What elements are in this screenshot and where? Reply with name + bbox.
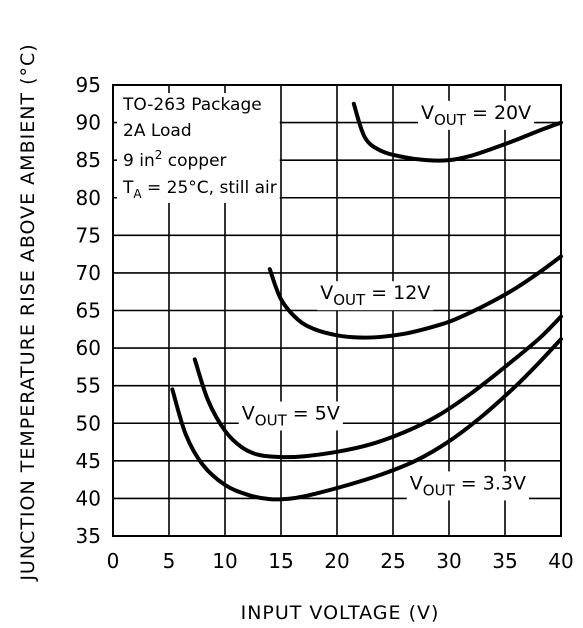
curve-label-background — [238, 401, 343, 431]
copper-prefix: 9 in — [123, 151, 155, 171]
label-sub: OUT — [434, 111, 467, 129]
x-tick-label: 10 — [212, 549, 237, 573]
series-line-3 — [170, 337, 563, 502]
condition-copper: 9 in2 copper — [123, 148, 227, 171]
plot-border — [112, 84, 562, 537]
x-tick-label: 40 — [548, 549, 573, 573]
copper-sup: 2 — [155, 148, 163, 162]
label-sub: OUT — [255, 411, 288, 429]
x-tick-label: 20 — [324, 549, 349, 573]
ambient-suffix: = 25°C, still air — [142, 178, 277, 198]
condition-ambient: TA = 25°C, still air — [122, 178, 277, 201]
curve-label-background — [406, 471, 529, 501]
x-tick-label: 0 — [107, 549, 120, 573]
conditions-box: TO-263 Package 2A Load 9 in2 copper TA =… — [117, 93, 280, 203]
curve-label-0: VOUT = 20V — [418, 100, 535, 130]
y-axis-title: JUNCTION TEMPERATURE RISE ABOVE AMBIENT … — [17, 43, 39, 581]
curve-label-text: VOUT = 12V — [320, 282, 430, 309]
label-suffix: = 5V — [287, 402, 340, 424]
label-prefix: V — [410, 472, 423, 494]
x-tick-label: 25 — [380, 549, 405, 573]
ambient-sub: A — [133, 187, 142, 201]
x-axis-title: INPUT VOLTAGE (V) — [241, 602, 440, 624]
curve-label-2: VOUT = 5V — [238, 401, 343, 431]
label-prefix: V — [242, 402, 255, 424]
y-tick-label: 70 — [76, 261, 101, 285]
x-tick-label: 35 — [492, 549, 517, 573]
curve-label-background — [317, 281, 434, 311]
curve-label-3: VOUT = 3.3V — [406, 471, 529, 501]
y-tick-label: 90 — [76, 111, 101, 135]
y-tick-label: 45 — [76, 449, 101, 473]
y-tick-label: 95 — [76, 73, 101, 97]
ambient-prefix: T — [122, 178, 134, 198]
series-line-2 — [192, 314, 563, 460]
copper-suffix: copper — [162, 151, 226, 171]
series-line-0 — [351, 101, 563, 163]
curve-label-text: VOUT = 20V — [421, 102, 531, 129]
curves — [170, 101, 563, 502]
x-tick-label: 30 — [436, 549, 461, 573]
y-tick-label: 50 — [76, 411, 101, 435]
label-prefix: V — [320, 282, 333, 304]
conditions-background — [117, 93, 280, 203]
curve-label-1: VOUT = 12V — [317, 281, 434, 311]
y-tick-label: 40 — [76, 486, 101, 510]
y-tick-label: 85 — [76, 148, 101, 172]
y-tick-label: 60 — [76, 336, 101, 360]
curve-label-background — [418, 100, 535, 130]
condition-load: 2A Load — [123, 121, 192, 141]
y-tick-label: 55 — [76, 374, 101, 398]
x-tick-label: 15 — [268, 549, 293, 573]
y-tick-label: 65 — [76, 299, 101, 323]
y-tick-label: 75 — [76, 223, 101, 247]
y-tick-label: 80 — [76, 186, 101, 210]
curve-label-text: VOUT = 5V — [242, 402, 340, 429]
condition-package: TO-263 Package — [122, 95, 262, 115]
label-sub: OUT — [423, 481, 456, 499]
label-sub: OUT — [333, 291, 366, 309]
tick-labels: 35 40 45 50 55 60 65 70 75 80 85 90 95 0 5 10 15 20 25 30 35… — [76, 73, 574, 573]
label-suffix: = 3.3V — [455, 472, 526, 494]
y-tick-label: 35 — [76, 524, 101, 548]
x-tick-label: 5 — [163, 549, 176, 573]
label-prefix: V — [421, 102, 434, 124]
label-suffix: = 20V — [466, 102, 531, 124]
curve-label-text: VOUT = 3.3V — [410, 472, 526, 499]
label-suffix: = 12V — [365, 282, 430, 304]
series-line-1 — [267, 254, 563, 340]
